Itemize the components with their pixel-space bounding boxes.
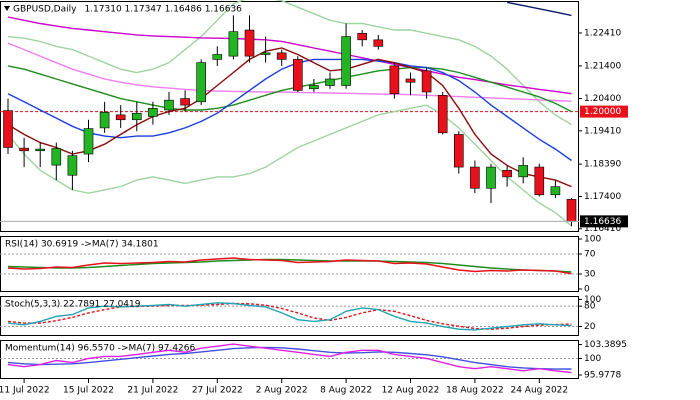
indicator-line (7, 47, 572, 188)
candle-body (212, 54, 223, 60)
candle-body (389, 65, 400, 94)
candle-body (244, 29, 255, 57)
y-tick-label: 20 (584, 322, 596, 332)
panel-frame (0, 296, 579, 336)
y-tick-label: 1.17400 (584, 192, 621, 202)
candle-body (164, 99, 174, 111)
indicator-line (7, 16, 572, 95)
candle-body (421, 70, 432, 93)
chart-title: GBPUSD,Daily (13, 5, 77, 15)
indicator-line (506, 1, 572, 17)
y-tick-label: 80 (584, 302, 596, 312)
candle-body (196, 62, 206, 103)
quote: 1.17310 1.17347 1.16486 1.16636 (84, 5, 242, 15)
indicator-line (7, 42, 572, 102)
last-price-box (580, 215, 628, 228)
candle-body (180, 98, 190, 106)
candle-body (470, 166, 480, 189)
y-tick-label: 70 (584, 250, 596, 260)
x-tick-label: 2 Aug 2022 (256, 386, 308, 396)
y-tick-label: 100 (584, 295, 601, 305)
candle-body (19, 147, 29, 152)
candle-body (115, 114, 126, 121)
indicator-line (7, 302, 572, 331)
candle-body (502, 170, 512, 178)
candle-body (325, 78, 335, 86)
candle-body (228, 31, 239, 57)
candle-body (373, 39, 384, 47)
candle-body (437, 94, 448, 134)
y-tick-label: 1.16410 (584, 224, 621, 234)
indicator-line (7, 0, 572, 126)
x-tick-label: 12 Aug 2022 (382, 386, 440, 396)
candle-body (357, 33, 368, 41)
candle-body (534, 166, 545, 196)
panel-frame (0, 1, 579, 232)
candle-body (292, 59, 303, 91)
candle-body (341, 36, 351, 86)
last-price-label: 1.16636 (584, 217, 621, 227)
y-tick-label: 1.22410 (584, 28, 621, 38)
indicator-line (7, 58, 572, 162)
candle-body (550, 186, 561, 196)
indicator-line (7, 346, 572, 370)
indicator-title: Momentum(14) 96.5570 ->MA(7) 97.4266 (5, 344, 196, 354)
candle-body (309, 85, 319, 90)
indicator-title: RSI(14) 30.6919 ->MA(7) 34.1801 (5, 240, 159, 250)
y-tick-label: 100 (584, 235, 601, 245)
indicator-line (7, 343, 572, 374)
candle-body (35, 148, 46, 152)
indicator-line (7, 258, 572, 273)
x-tick-label: 21 Jul 2022 (127, 386, 178, 396)
indicator-line (7, 302, 572, 330)
candle-body (486, 166, 496, 189)
level-label: 1.20000 (584, 107, 621, 117)
indicator-line (7, 257, 572, 275)
candle-body (132, 112, 142, 121)
candle-body (148, 108, 158, 117)
candle-body (276, 52, 287, 60)
x-tick-label: 11 Jul 2022 (0, 386, 50, 396)
y-tick-label: 103.3895 (584, 340, 627, 350)
candle-body (566, 199, 577, 222)
candle-body (3, 110, 13, 148)
y-tick-label: 95.9778 (584, 370, 621, 380)
y-tick-label: 1.19410 (584, 126, 621, 136)
x-tick-label: 27 Jul 2022 (192, 386, 243, 396)
candle-body (99, 111, 110, 129)
candle-body (67, 155, 78, 176)
y-tick-label: 0 (584, 285, 590, 295)
candle-body (83, 128, 94, 155)
indicator-line (7, 104, 572, 227)
candle-body (453, 134, 464, 168)
symbol-icon (4, 6, 10, 11)
candle-body (405, 78, 416, 83)
indicator-line (7, 65, 572, 113)
y-tick-label: 1.21400 (584, 61, 621, 71)
y-tick-label: 1.20400 (584, 94, 621, 104)
candle-body (51, 148, 62, 166)
candle-body (518, 165, 529, 178)
x-tick-label: 8 Aug 2022 (320, 386, 372, 396)
x-tick-label: 15 Jul 2022 (63, 386, 114, 396)
x-tick-label: 24 Aug 2022 (510, 386, 568, 396)
x-tick-label: 18 Aug 2022 (446, 386, 504, 396)
indicator-title: Stoch(5,3,3) 22.7891 27.0419 (5, 300, 141, 310)
panel-frame (0, 236, 579, 292)
panel-frame (0, 340, 579, 379)
y-tick-label: 30 (584, 270, 596, 280)
candle-body (260, 52, 271, 55)
level-label-box (580, 105, 628, 118)
y-tick-label: 1.18390 (584, 160, 621, 170)
y-tick-label: 100 (584, 354, 601, 364)
